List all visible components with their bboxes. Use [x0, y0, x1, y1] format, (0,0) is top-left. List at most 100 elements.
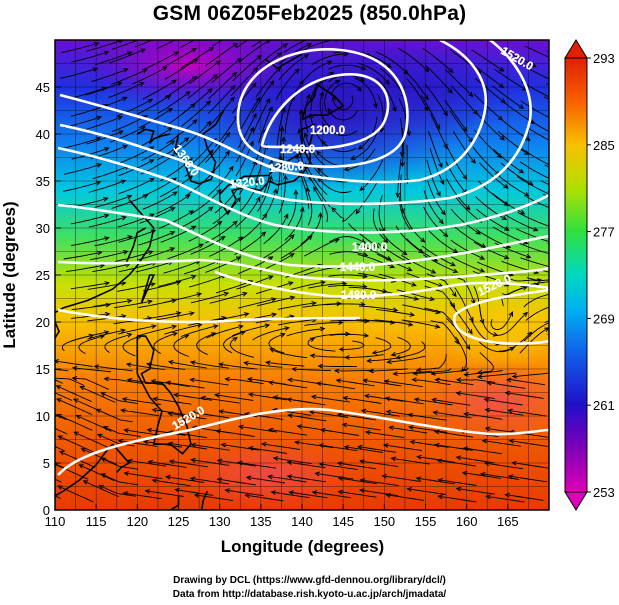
streamline — [490, 312, 513, 330]
streamline-arrow — [315, 381, 322, 387]
streamline — [216, 430, 255, 437]
streamline-arrow — [249, 140, 254, 147]
streamline — [183, 259, 221, 275]
streamline-arrow — [433, 429, 440, 435]
streamline-arrow — [96, 115, 103, 121]
streamline-arrow — [267, 380, 274, 386]
streamline-arrow — [331, 206, 337, 213]
streamline — [142, 191, 178, 210]
streamline — [512, 462, 549, 469]
streamline — [263, 214, 289, 245]
streamline-arrow — [120, 408, 126, 414]
y-tick-label: 15 — [36, 362, 50, 377]
streamline — [386, 494, 425, 501]
streamline — [499, 332, 532, 352]
streamline — [491, 192, 525, 215]
streamline-arrow — [116, 81, 123, 87]
wind-streamlines — [25, 40, 549, 503]
streamline — [201, 396, 240, 404]
streamline-arrow — [511, 460, 517, 466]
streamline-arrow — [103, 330, 110, 335]
streamline-arrow — [117, 438, 124, 444]
streamline — [132, 66, 167, 85]
streamline — [478, 352, 494, 374]
streamline-arrow — [82, 480, 89, 485]
streamline-arrow — [295, 153, 301, 160]
streamline — [426, 273, 457, 297]
streamline-arrow — [171, 324, 178, 330]
x-tick-label: 125 — [168, 514, 190, 529]
streamline — [312, 491, 351, 499]
streamline-arrow — [25, 376, 29, 380]
streamline-arrow — [207, 88, 213, 94]
streamline-arrow — [311, 490, 318, 496]
streamline — [122, 335, 142, 357]
streamline-arrow — [455, 486, 462, 492]
streamline — [160, 225, 196, 243]
streamline-arrow — [492, 332, 499, 337]
height-contour — [57, 258, 549, 282]
streamline — [180, 206, 213, 229]
streamline-arrow — [55, 359, 60, 364]
streamline-arrow — [289, 253, 295, 258]
streamline-arrow — [171, 79, 177, 85]
streamline — [138, 325, 177, 337]
colorbar-tick-label: 285 — [593, 138, 615, 153]
streamline-arrow — [191, 75, 198, 81]
streamline — [406, 78, 429, 111]
streamline — [87, 329, 125, 340]
streamline-arrow — [462, 126, 468, 133]
streamline — [280, 235, 313, 259]
streamline-arrow — [165, 380, 171, 386]
streamline-arrow — [144, 489, 151, 494]
streamline — [430, 113, 448, 149]
streamline-arrow — [479, 255, 486, 260]
streamline-arrow — [125, 362, 132, 368]
streamline — [401, 254, 436, 274]
streamline-arrow — [140, 48, 147, 53]
streamline-arrow — [335, 378, 342, 384]
streamline — [356, 243, 392, 261]
streamline — [55, 392, 73, 401]
streamline-arrow — [333, 368, 340, 374]
streamline-arrow — [104, 147, 110, 152]
streamline-arrow — [335, 80, 341, 85]
streamline — [519, 242, 549, 255]
streamline-arrow — [148, 159, 155, 164]
streamline — [74, 431, 110, 449]
streamline-arrow — [260, 442, 267, 447]
streamline — [473, 241, 509, 259]
streamline-arrow — [371, 350, 378, 355]
streamline — [128, 460, 167, 467]
streamline — [55, 427, 68, 435]
streamline-arrow — [251, 82, 257, 88]
streamline — [329, 333, 369, 337]
streamline-arrow — [518, 104, 525, 109]
streamline-arrow — [384, 396, 391, 402]
streamline — [142, 177, 177, 197]
streamline — [317, 177, 352, 193]
streamline — [338, 477, 377, 485]
streamline-arrow — [183, 334, 190, 339]
streamline — [251, 40, 264, 48]
streamline-arrow — [238, 324, 244, 330]
streamline — [377, 242, 411, 264]
streamline-arrow — [120, 179, 127, 185]
streamline-arrow — [319, 326, 326, 332]
streamline — [249, 447, 288, 454]
streamline — [309, 72, 334, 102]
streamline — [523, 322, 549, 342]
streamline-arrow — [297, 128, 303, 134]
streamline — [93, 299, 132, 307]
streamline — [502, 213, 538, 232]
streamline — [286, 328, 325, 337]
streamline-arrow — [151, 324, 157, 329]
streamline-arrow — [483, 397, 490, 403]
streamline — [63, 137, 101, 149]
streamline — [518, 62, 549, 80]
streamline-arrow — [359, 185, 365, 192]
streamline-arrow — [231, 71, 238, 77]
streamline-arrow — [175, 311, 182, 316]
streamline-arrow — [169, 231, 176, 236]
streamline — [147, 429, 186, 436]
